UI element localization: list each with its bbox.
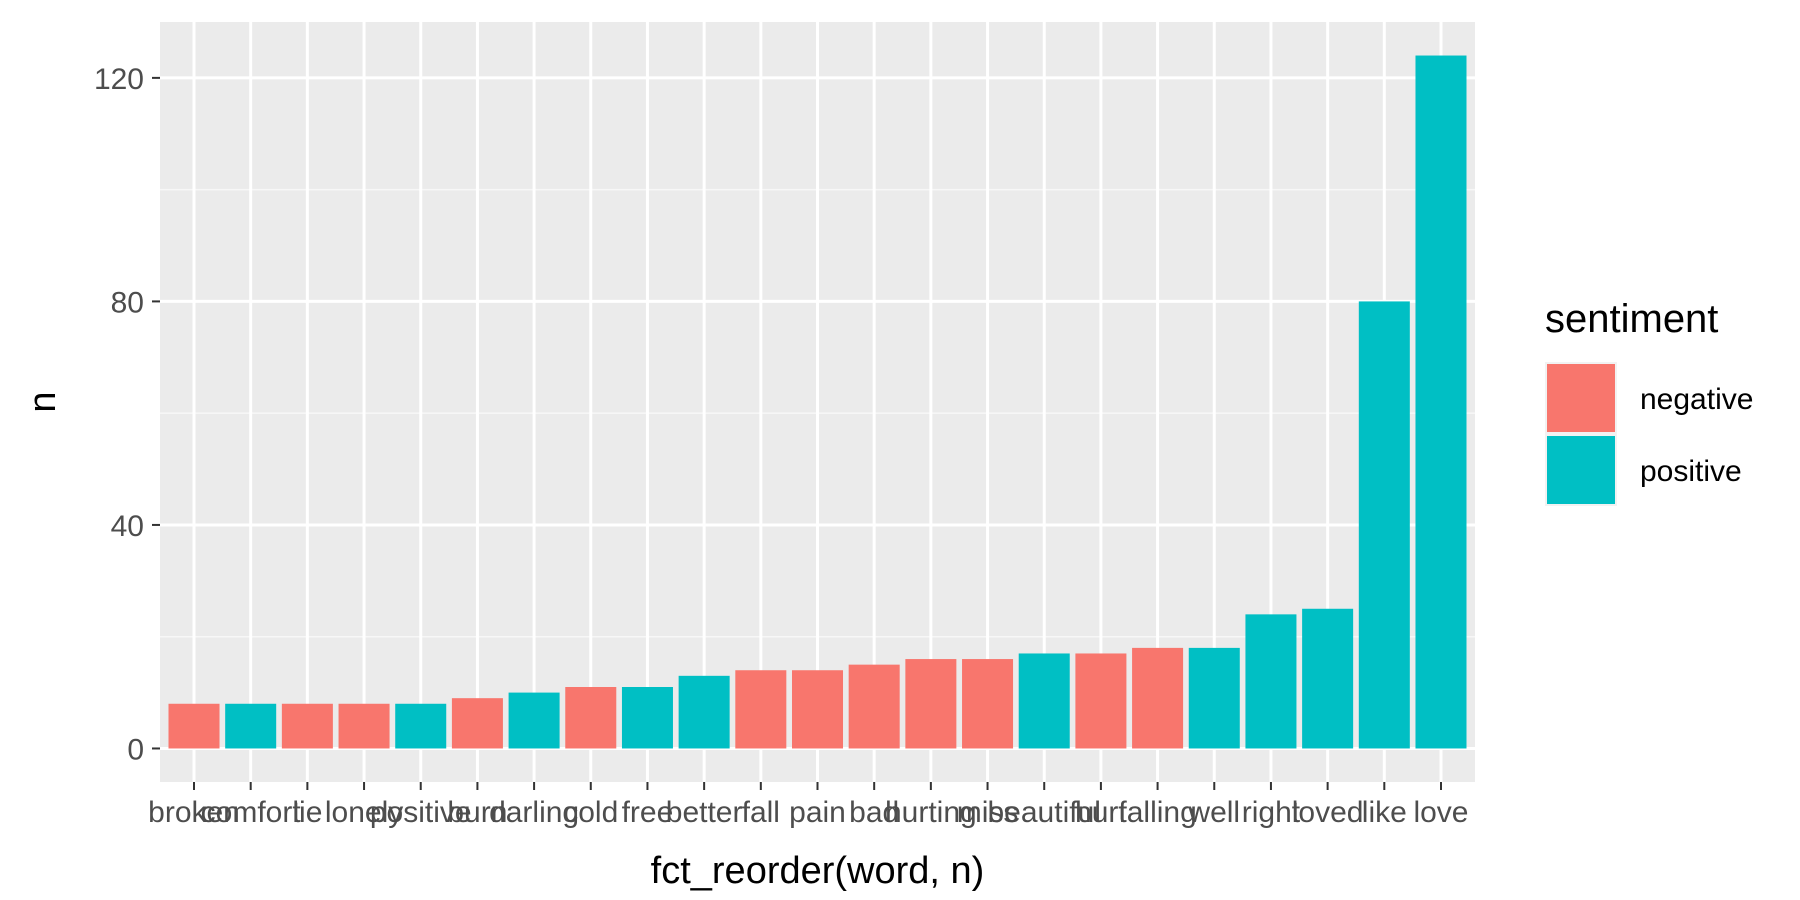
bar-cold (565, 687, 617, 749)
x-axis-title: fct_reorder(word, n) (651, 850, 985, 892)
y-tick-label: 40 (111, 510, 144, 543)
legend-label-positive: positive (1640, 455, 1742, 488)
bar-miss (962, 659, 1014, 749)
bar-well (1188, 647, 1240, 749)
bars (168, 55, 1467, 749)
x-tick-label: falling (1118, 796, 1196, 829)
x-tick-label: love (1413, 796, 1468, 829)
bar-loved (1302, 608, 1354, 749)
legend: sentiment negative positive (1545, 297, 1753, 506)
bar-fall (735, 670, 787, 749)
x-tick-label: better (666, 796, 743, 829)
bar-love (1415, 55, 1467, 749)
x-tick-label: positive (370, 796, 472, 829)
x-tick-label: bad (849, 796, 899, 829)
y-tick-label: 80 (111, 286, 144, 319)
bar-comfort (225, 703, 277, 749)
bar-hurt (1075, 653, 1127, 749)
x-tick-label: darling (489, 796, 579, 829)
y-tick-label: 120 (94, 63, 144, 96)
bar-burn (451, 698, 503, 749)
bar-lonely (338, 703, 390, 749)
legend-swatch-negative (1547, 364, 1615, 432)
x-tick-label: miss (957, 796, 1019, 829)
legend-title: sentiment (1545, 297, 1718, 341)
x-tick-label: free (622, 796, 674, 829)
bar-better (678, 675, 730, 749)
bar-like (1358, 301, 1410, 749)
bar-positive (395, 703, 447, 749)
legend-swatch-positive (1547, 436, 1615, 504)
x-tick-label: lonely (325, 796, 403, 829)
x-tick-label: beautiful (988, 796, 1101, 829)
x-tick-label: comfort (201, 796, 302, 829)
x-tick-label: broken (148, 796, 240, 829)
x-tick-label: cold (563, 796, 618, 829)
x-tick-label: hurt (1075, 796, 1127, 829)
x-tick-label: burn (447, 796, 507, 829)
y-tick-label: 0 (127, 733, 144, 766)
x-tick-label: lie (292, 796, 322, 829)
x-tick-label: loved (1292, 796, 1364, 829)
bar-hurting (905, 659, 957, 749)
x-tick-label: hurting (885, 796, 977, 829)
x-tick-label: like (1362, 796, 1407, 829)
bar-broken (168, 703, 220, 749)
x-tick-label: well (1187, 796, 1240, 829)
bar-falling (1132, 647, 1184, 749)
bar-right (1245, 614, 1297, 749)
bar-bad (848, 664, 900, 749)
x-tick-label: right (1242, 796, 1301, 829)
x-tick-label: pain (789, 796, 846, 829)
x-tick-label: fall (742, 796, 780, 829)
bar-beautiful (1018, 653, 1070, 749)
bar-darling (508, 692, 560, 749)
bar-lie (281, 703, 333, 749)
y-axis-title: n (22, 391, 64, 412)
bar-free (621, 687, 673, 749)
legend-label-negative: negative (1640, 383, 1753, 416)
bar-pain (791, 670, 844, 749)
